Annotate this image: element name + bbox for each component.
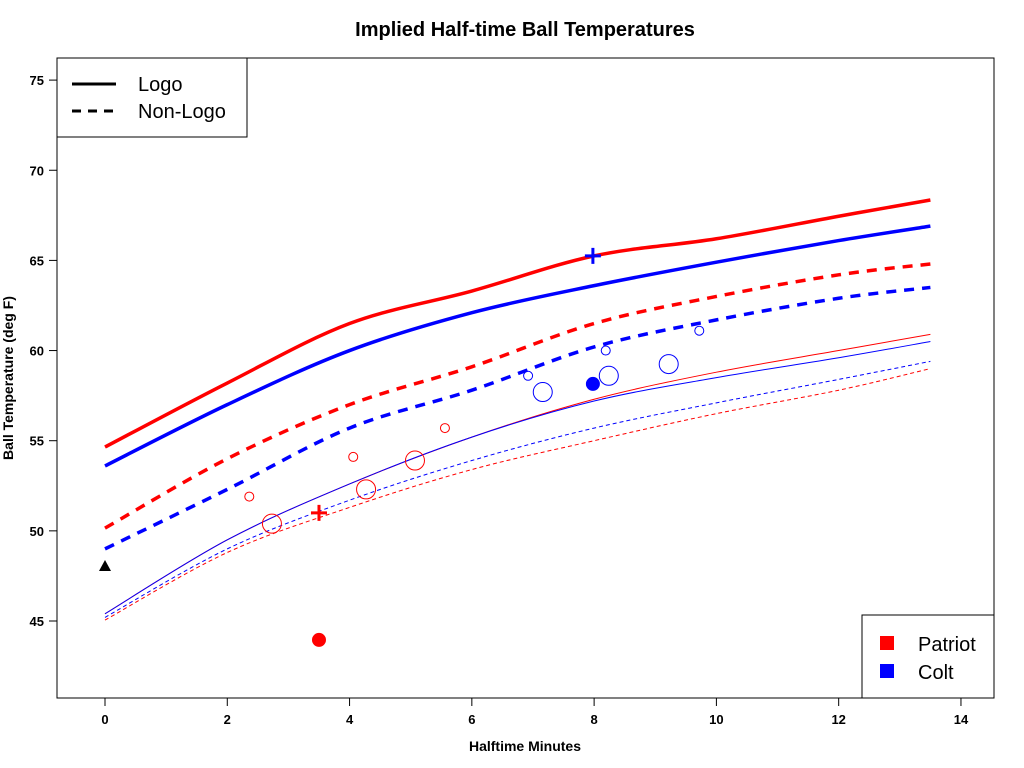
x-tick-label: 8 <box>591 712 598 727</box>
series-line-colt-logo-thin <box>104 341 931 615</box>
x-axis-label: Halftime Minutes <box>469 738 581 754</box>
chart-title: Implied Half-time Ball Temperatures <box>355 19 695 41</box>
y-tick-label: 60 <box>30 344 44 359</box>
series-line-patriot-logo-thin <box>104 333 931 615</box>
x-tick-label: 2 <box>224 712 231 727</box>
legend-entry-non-logo: Non-Logo <box>138 101 226 123</box>
point-circle-large <box>658 354 679 375</box>
series-line-colt-non-logo-thick <box>104 285 931 551</box>
point-circle-small <box>348 451 359 462</box>
legend-entry-logo: Logo <box>138 74 183 96</box>
series-line-colt-logo-thick <box>104 224 931 468</box>
point-circle-small <box>600 345 611 356</box>
point-filled <box>311 632 326 647</box>
point-circle-small <box>244 491 255 502</box>
point-circle-large <box>261 513 282 534</box>
x-tick-label: 10 <box>709 712 723 727</box>
point-plus <box>584 247 601 264</box>
x-tick-label: 6 <box>468 712 475 727</box>
x-tick-label: 14 <box>954 712 969 727</box>
series-line-patriot-non-logo-thin <box>104 368 931 621</box>
y-tick-label: 45 <box>30 614 44 629</box>
y-tick-label: 65 <box>30 253 44 268</box>
point-circle-small <box>439 423 450 434</box>
x-tick-label: 4 <box>346 712 354 727</box>
legend-line-type: Logo Non-Logo <box>56 57 248 138</box>
y-tick-label: 70 <box>30 163 44 178</box>
legend-entry-patriot: Patriot <box>918 634 976 656</box>
y-tick-label: 75 <box>30 73 44 88</box>
plot-frame <box>56 57 995 699</box>
y-tick-label: 55 <box>30 434 44 449</box>
point-circle-large <box>532 382 553 403</box>
y-tick-label: 50 <box>30 524 44 539</box>
point-circle-large <box>404 450 425 471</box>
series-line-patriot-logo-thick <box>104 198 931 449</box>
point-circle-large <box>356 479 377 500</box>
series-line-colt-non-logo-thin <box>104 360 931 618</box>
legend-swatch-patriot <box>880 636 894 650</box>
y-axis-label: Ball Temperature (deg F) <box>0 296 16 460</box>
point-triangle <box>99 560 111 572</box>
legend-swatch-colt <box>880 664 894 678</box>
point-circle-small <box>523 370 534 381</box>
x-tick-label: 12 <box>831 712 845 727</box>
point-filled <box>585 376 600 391</box>
point-plus <box>310 504 327 521</box>
point-circle-large <box>598 365 619 386</box>
x-tick-label: 0 <box>101 712 108 727</box>
point-circle-small <box>694 325 705 336</box>
series-line-patriot-non-logo-thick <box>104 262 931 530</box>
legend-entry-colt: Colt <box>918 662 954 684</box>
legend-team: Patriot Colt <box>861 614 995 699</box>
